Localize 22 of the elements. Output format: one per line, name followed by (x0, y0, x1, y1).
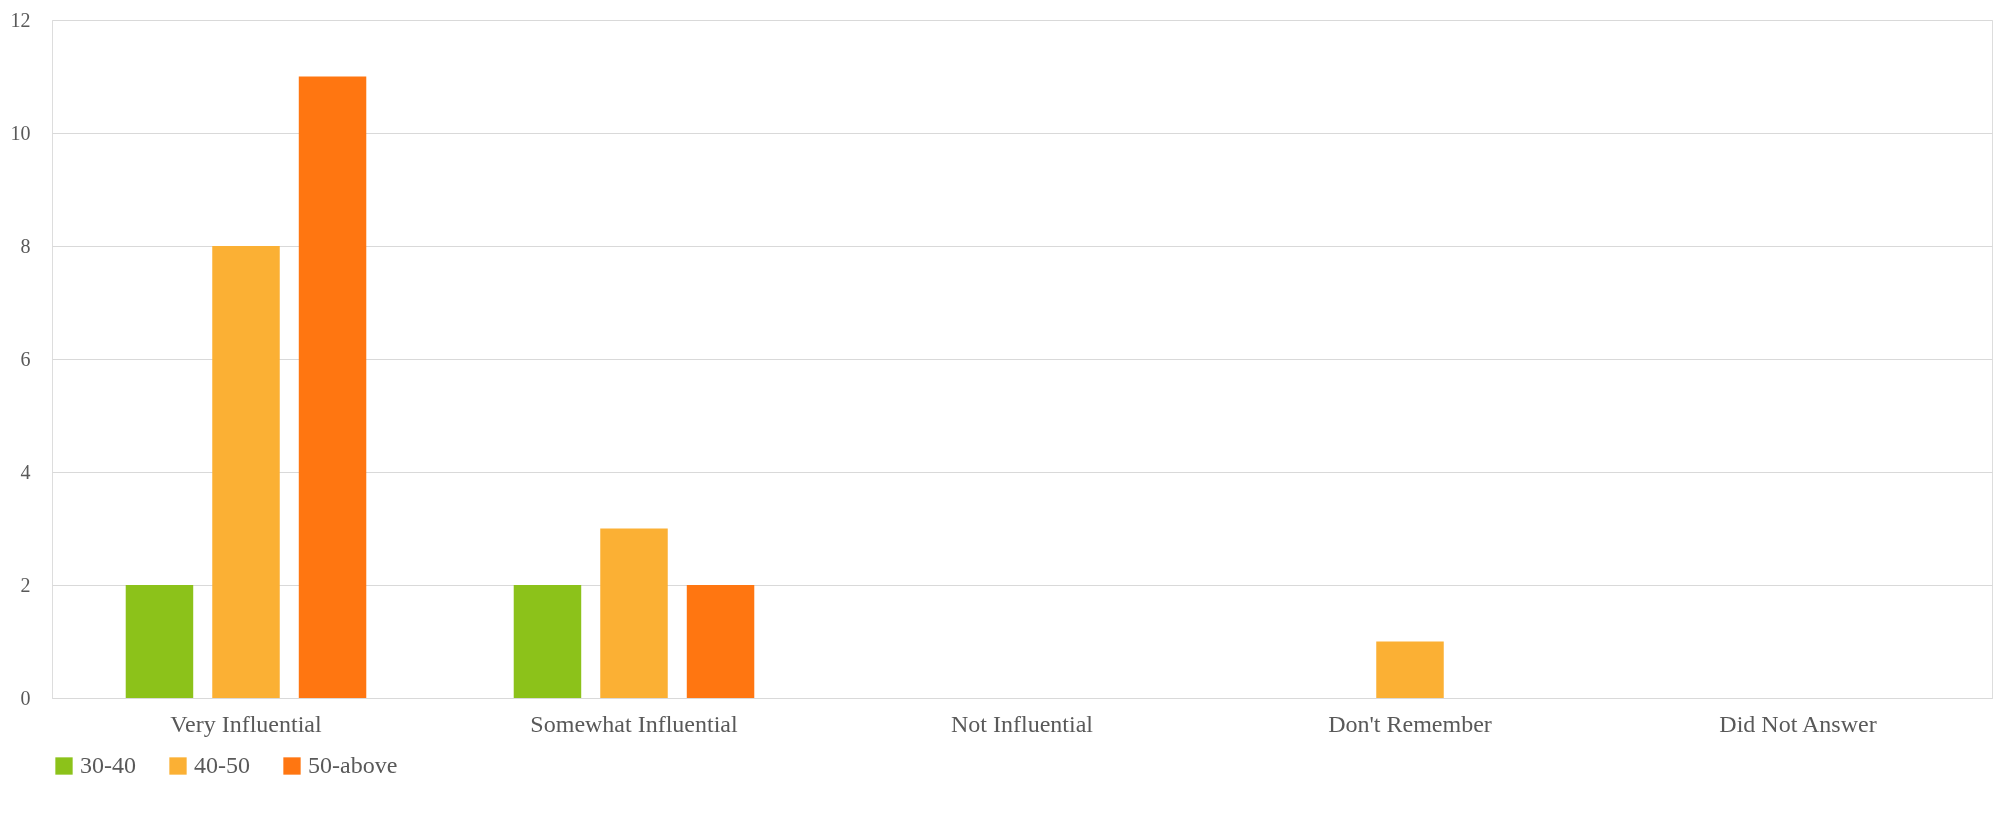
x-tick-label: Did Not Answer (1719, 710, 1877, 737)
y-tick-label: 12 (10, 8, 31, 31)
y-tick-label: 6 (20, 347, 31, 370)
bar (1376, 641, 1444, 698)
legend-label: 50-above (308, 752, 398, 778)
x-tick-label: Not Influential (951, 710, 1094, 737)
y-tick-label: 10 (10, 121, 31, 144)
bar (686, 585, 755, 698)
x-tick-label: Very Influential (170, 710, 322, 737)
legend-label: 30-40 (80, 752, 136, 778)
x-tick-label: Somewhat Influential (530, 710, 738, 737)
y-tick-label: 8 (20, 234, 31, 257)
y-tick-label: 4 (20, 460, 31, 483)
y-tick-label: 2 (20, 573, 31, 596)
y-tick-label: 0 (20, 686, 31, 709)
x-tick-label: Don't Remember (1328, 710, 1492, 737)
bar (125, 585, 194, 698)
bar (513, 585, 582, 698)
bar (298, 76, 367, 698)
legend-label: 40-50 (194, 752, 250, 778)
bar (600, 528, 668, 698)
bar (212, 246, 280, 698)
